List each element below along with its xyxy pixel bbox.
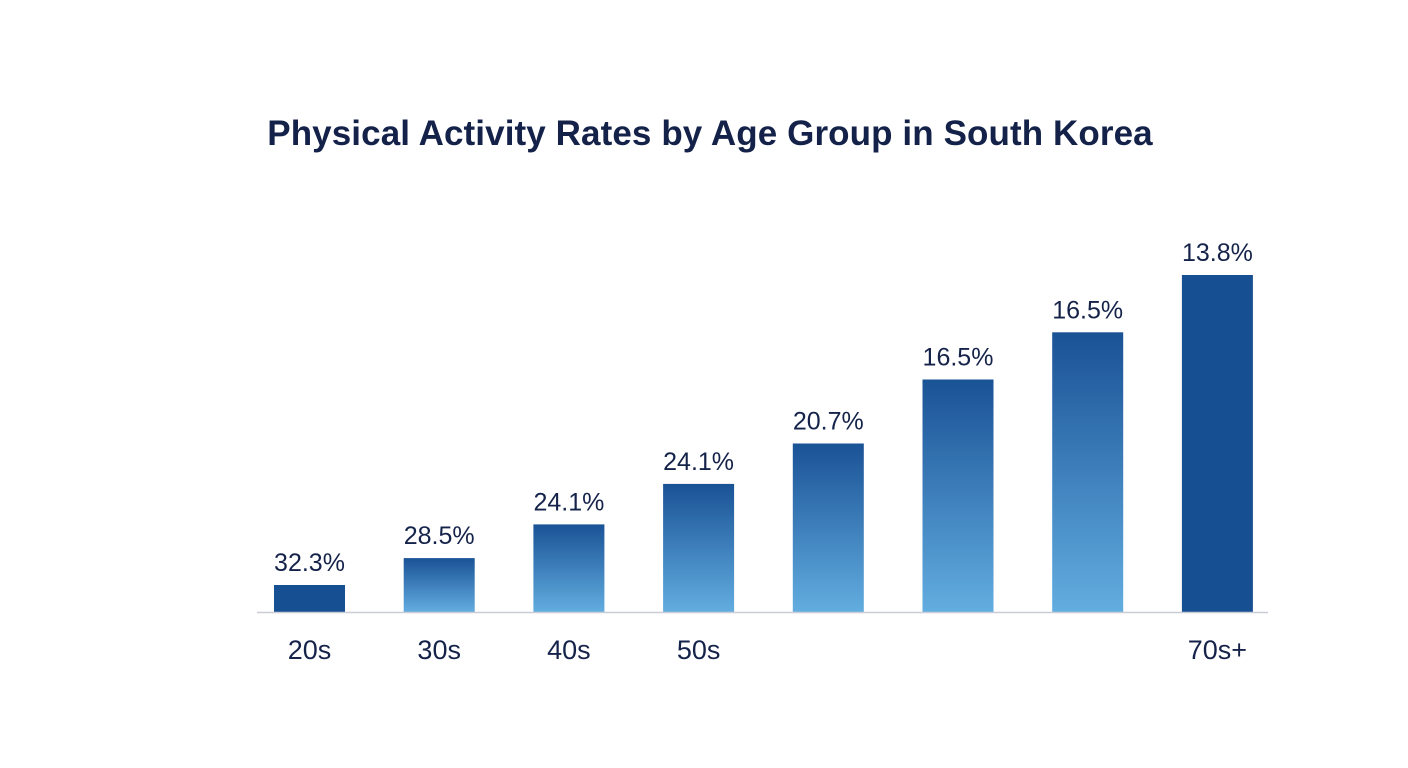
- chart-title: Physical Activity Rates by Age Group in …: [267, 114, 1153, 153]
- x-tick-label-1: 20s: [288, 635, 332, 665]
- bar-6: [922, 379, 994, 612]
- bar-3: [533, 524, 605, 612]
- bar-8: [1181, 275, 1253, 612]
- data-label-7: 16.5%: [1052, 296, 1123, 324]
- x-tick-label-4: 50s: [677, 635, 721, 665]
- x-tick-label-8: 70s+: [1188, 635, 1247, 665]
- x-tick-label-3: 40s: [547, 635, 591, 665]
- data-label-3: 24.1%: [533, 488, 604, 516]
- bar-1: [274, 585, 345, 612]
- bar-7: [1052, 332, 1124, 612]
- data-label-4: 24.1%: [663, 448, 734, 476]
- data-label-1: 32.3%: [274, 549, 345, 577]
- x-tick-label-2: 30s: [417, 635, 461, 665]
- data-label-2: 28.5%: [404, 522, 475, 550]
- data-label-6: 16.5%: [923, 344, 994, 372]
- data-label-5: 20.7%: [793, 408, 864, 436]
- bar-2: [403, 558, 475, 612]
- data-label-8: 13.8%: [1182, 239, 1253, 267]
- bar-5: [792, 443, 864, 612]
- bar-4: [663, 483, 735, 612]
